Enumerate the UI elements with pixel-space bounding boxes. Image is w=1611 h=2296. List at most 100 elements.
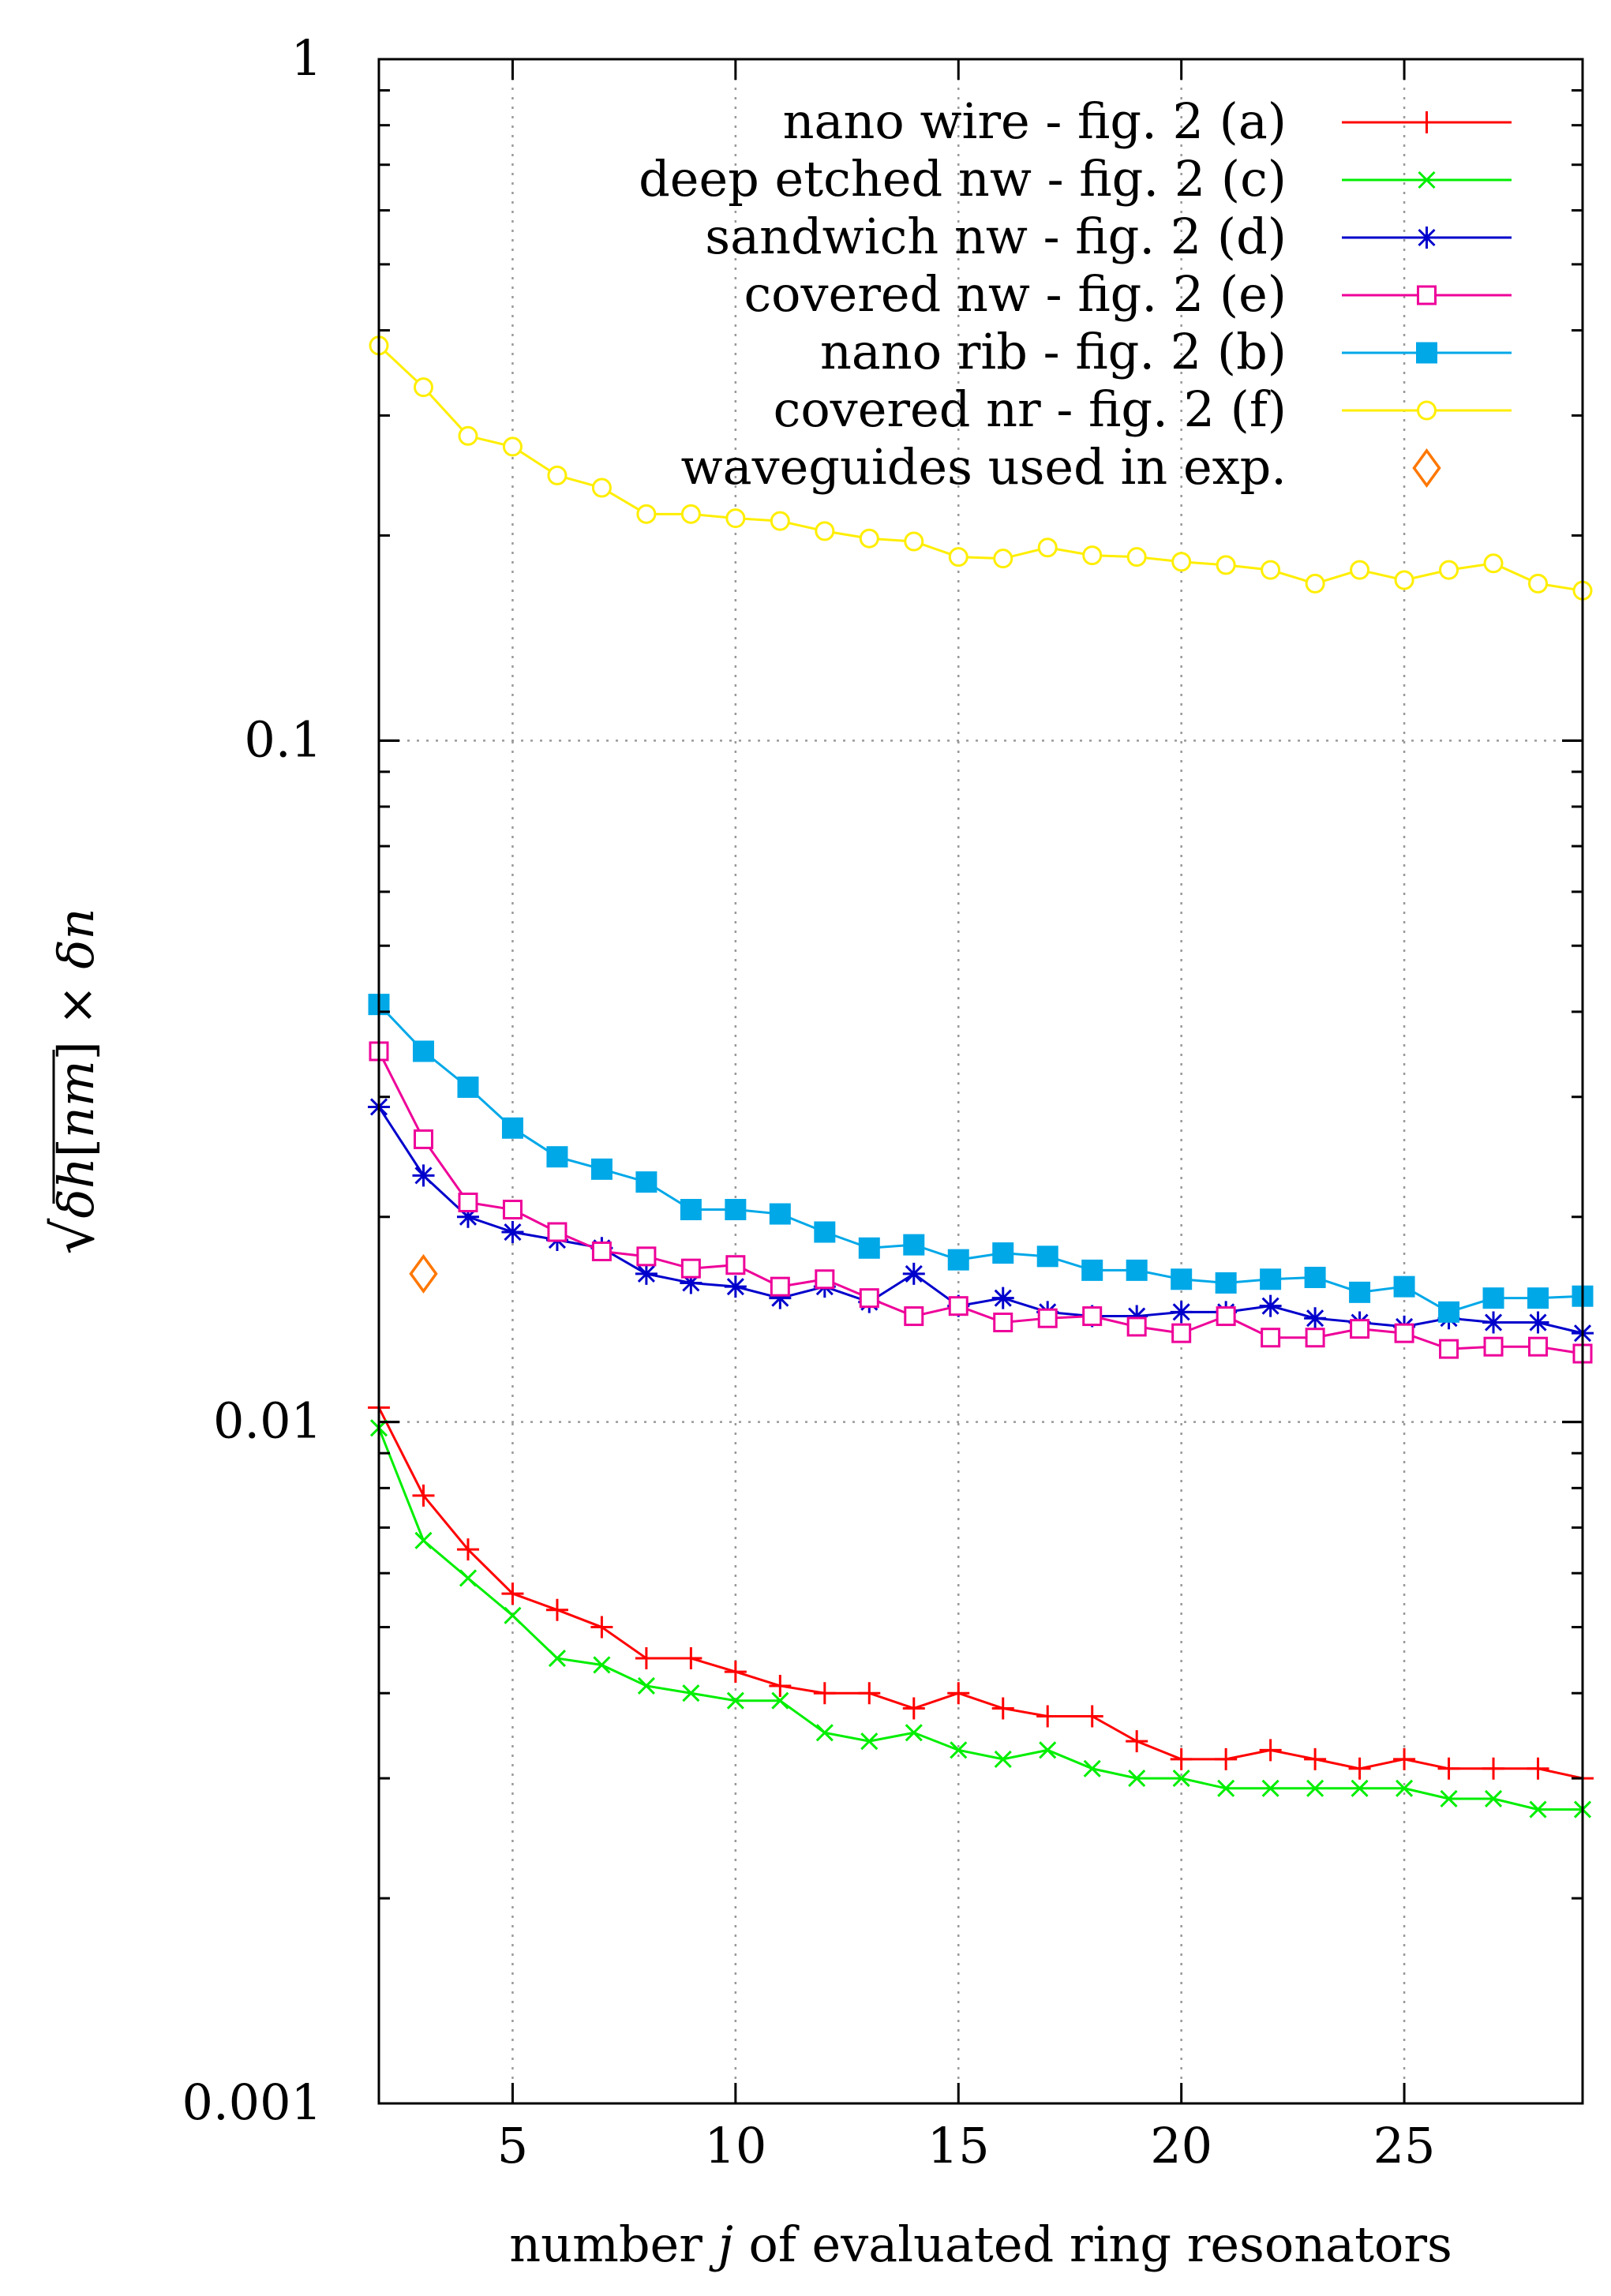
series-line	[377, 1003, 1583, 1313]
data-point	[1529, 1800, 1547, 1818]
data-point	[1037, 537, 1058, 558]
series-nano-rib-fig-2-b	[368, 994, 1594, 1323]
legend: nano wire - fig. 2 (a)deep etched nw - f…	[639, 92, 1512, 496]
data-point	[1349, 1281, 1371, 1303]
y-axis-title-nm: nm	[47, 1060, 105, 1138]
data-point	[456, 1205, 479, 1228]
data-point	[504, 1606, 522, 1624]
data-point	[593, 1656, 611, 1674]
y-axis-title-delta: δ	[47, 1189, 105, 1218]
data-point	[1082, 1306, 1103, 1327]
data-point	[1393, 1275, 1415, 1298]
plot-frame	[377, 58, 1584, 2105]
data-point	[458, 425, 478, 446]
data-point	[724, 1275, 747, 1298]
data-point	[502, 1200, 523, 1220]
data-point	[1528, 1336, 1549, 1357]
data-point	[1304, 1307, 1327, 1330]
x-axis-title: number j of evaluated ring resonators	[509, 2215, 1452, 2273]
data-point	[1036, 1245, 1058, 1268]
data-point	[1217, 1779, 1235, 1797]
data-point	[770, 1276, 790, 1297]
data-point	[635, 1647, 658, 1670]
data-point	[414, 1531, 433, 1549]
data-point	[1483, 553, 1504, 574]
data-point	[769, 1203, 791, 1225]
series-waveguides-used-in-exp	[409, 1253, 438, 1294]
data-point	[1482, 1757, 1505, 1780]
data-point	[1394, 570, 1414, 590]
data-point	[545, 1598, 568, 1621]
legend-label: covered nw - fig. 2 (e)	[744, 265, 1287, 323]
legend-label: nano rib - fig. 2 (b)	[820, 323, 1287, 380]
data-point	[1440, 1789, 1458, 1808]
data-point	[994, 1750, 1012, 1768]
x-axis-title-part2: of evaluated ring resonators	[733, 2215, 1452, 2273]
y-tick-label: 0.001	[182, 2073, 323, 2131]
data-point	[903, 1234, 925, 1256]
data-point	[1037, 1308, 1058, 1328]
series-covered-nw-fig-2-e	[369, 1041, 1593, 1364]
data-point	[1082, 545, 1103, 566]
data-point	[1305, 1328, 1325, 1348]
data-point	[1261, 1328, 1281, 1348]
data-point	[1126, 1317, 1147, 1337]
data-point	[859, 1288, 879, 1309]
data-point	[1171, 1268, 1193, 1290]
series-line	[377, 1427, 1583, 1811]
data-point	[680, 1258, 701, 1279]
legend-label: nano wire - fig. 2 (a)	[783, 92, 1287, 150]
data-point	[769, 1287, 792, 1309]
data-point	[591, 1241, 612, 1261]
x-tick-label: 5	[497, 2117, 528, 2174]
data-point	[902, 1262, 925, 1285]
data-point	[1304, 1266, 1326, 1288]
y-axis-title-times: ×	[47, 969, 105, 1041]
data-point	[1261, 1779, 1279, 1797]
data-point	[814, 1221, 836, 1243]
data-point	[1351, 1779, 1369, 1797]
legend-swatch-marker	[1415, 111, 1438, 133]
data-point	[1482, 1311, 1505, 1334]
data-point	[1527, 1757, 1549, 1780]
data-point	[905, 1724, 923, 1742]
data-point	[813, 1682, 836, 1705]
data-point	[991, 1697, 1014, 1720]
data-point	[1170, 1301, 1193, 1324]
data-point	[815, 521, 835, 541]
data-point	[1215, 1747, 1238, 1770]
legend-swatch-marker	[1412, 448, 1441, 488]
data-point	[680, 1199, 702, 1221]
data-point	[1215, 1272, 1237, 1294]
data-point	[1527, 1287, 1549, 1309]
data-point	[1170, 1747, 1193, 1770]
legend-entry-covered-nr-fig-2-f: covered nr - fig. 2 (f)	[774, 380, 1512, 438]
data-point	[1171, 1323, 1192, 1343]
legend-entry-deep-etched-nw-fig-2-c: deep etched nw - fig. 2 (c)	[639, 150, 1512, 208]
data-point	[457, 1076, 479, 1098]
data-point	[1126, 1259, 1148, 1281]
ticks	[379, 58, 1583, 2105]
tick-labels: 5 10 15 20 25 0.001 0.01 0.1 1	[182, 29, 1436, 2174]
data-point	[1126, 1305, 1148, 1328]
y-tick-label: 1	[291, 29, 322, 87]
y-axis-title-text: √δh[nm] × δn	[40, 908, 107, 1255]
legend-swatch-marker	[1417, 285, 1437, 305]
data-point	[1437, 1757, 1460, 1780]
y-axis-title-sqrt: √	[40, 1218, 107, 1254]
data-point	[1350, 1319, 1370, 1339]
legend-entry-nano-rib-fig-2-b: nano rib - fig. 2 (b)	[820, 323, 1512, 380]
data-point	[1083, 1759, 1101, 1777]
data-point	[412, 1040, 434, 1062]
data-point	[1081, 1259, 1103, 1281]
data-point	[1305, 573, 1325, 594]
data-point	[590, 1616, 613, 1639]
series-line	[377, 1406, 1583, 1780]
data-point	[636, 504, 657, 524]
data-point	[815, 1724, 834, 1742]
data-point	[726, 1691, 744, 1710]
data-point	[1304, 1747, 1327, 1770]
series-layer	[368, 335, 1594, 1818]
legend-swatch-marker	[1415, 227, 1438, 249]
